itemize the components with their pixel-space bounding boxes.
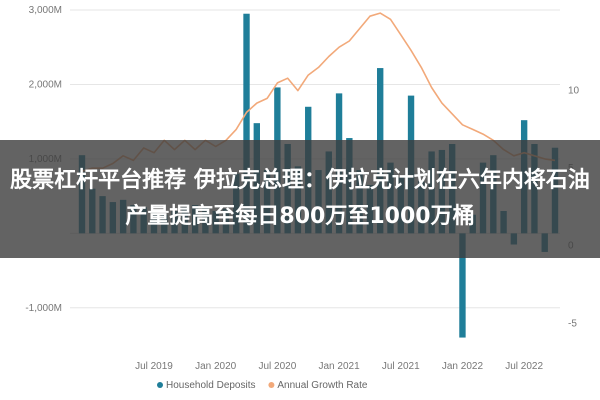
x-tick-label: Jan 2020 — [195, 361, 237, 372]
left-tick-label: 2,000M — [29, 79, 62, 90]
right-tick-label: 10 — [568, 86, 580, 97]
legend-marker-deposits — [157, 382, 163, 388]
x-tick-label: Jul 2020 — [258, 361, 296, 372]
left-tick-label: -1,000M — [25, 303, 62, 314]
deposit-bar — [459, 233, 466, 338]
right-tick-label: -5 — [568, 318, 577, 329]
x-axis-labels: Jul 2019 Jan 2020 Jul 2020 Jan 2021 Jul 2021… — [135, 361, 543, 372]
x-tick-label: Jul 2022 — [505, 361, 543, 372]
x-tick-label: Jul 2021 — [382, 361, 420, 372]
legend-label: Annual Growth Rate — [277, 380, 367, 391]
deposit-bar — [243, 13, 250, 234]
x-tick-label: Jul 2019 — [135, 361, 173, 372]
left-tick-label: 3,000M — [29, 5, 62, 16]
headline-banner: 股票杠杆平台推荐 伊拉克总理：伊拉克计划在六年内将石油产量提高至每日800万至1… — [0, 140, 600, 258]
legend: Household Deposits Annual Growth Rate — [157, 380, 368, 391]
x-tick-label: Jan 2022 — [442, 361, 484, 372]
x-tick-label: Jan 2021 — [318, 361, 360, 372]
legend-marker-growth — [268, 382, 275, 388]
headline-text: 股票杠杆平台推荐 伊拉克总理：伊拉克计划在六年内将石油产量提高至每日800万至1… — [10, 168, 590, 229]
legend-label: Household Deposits — [166, 380, 256, 391]
